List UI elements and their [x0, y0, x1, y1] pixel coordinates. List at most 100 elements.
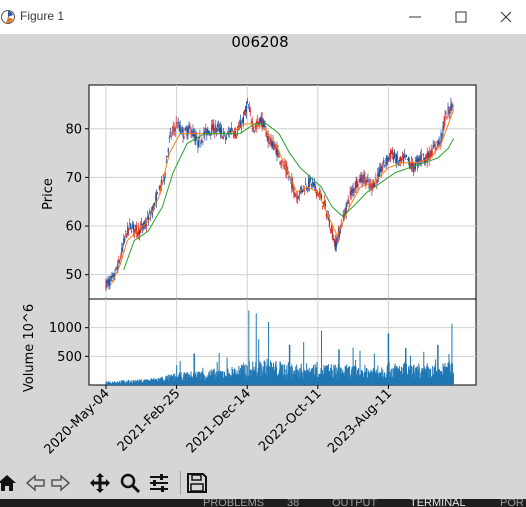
volume-bar — [173, 373, 175, 385]
candle-body — [219, 127, 221, 133]
candle-body — [331, 229, 333, 238]
back-button[interactable] — [22, 470, 50, 496]
candle-body — [288, 176, 290, 177]
candle-body — [187, 127, 189, 135]
candle-body — [254, 125, 256, 129]
candle-body — [181, 127, 183, 129]
volume-bar — [320, 330, 322, 385]
tab-output[interactable]: OUTPUT — [332, 499, 378, 507]
volume-bar — [245, 364, 247, 385]
home-button[interactable] — [0, 470, 22, 496]
volume-bar — [136, 380, 138, 385]
candle-body — [382, 166, 384, 169]
candle-body — [410, 161, 413, 169]
volume-y-label: Volume 10^6 — [22, 304, 37, 392]
volume-bar — [416, 365, 418, 385]
volume-bar — [145, 379, 147, 385]
volume-bar — [270, 360, 272, 385]
candle-body — [430, 149, 432, 156]
candle-body — [394, 151, 396, 158]
volume-bar — [447, 363, 449, 385]
candle-body — [319, 194, 322, 196]
candle-body — [411, 162, 414, 167]
candle-body — [115, 267, 117, 270]
candle-body — [351, 189, 353, 192]
candle-body — [188, 125, 190, 130]
forward-button[interactable] — [48, 470, 76, 496]
tab-ports[interactable]: POR — [500, 499, 524, 507]
candle-body — [202, 141, 204, 142]
candle-body — [198, 136, 200, 147]
save-button[interactable] — [184, 470, 212, 496]
candle-body — [238, 125, 241, 127]
candle-body — [236, 130, 239, 132]
candle-body — [408, 161, 411, 168]
candle-body — [125, 231, 127, 232]
candle-body — [218, 125, 220, 127]
volume-bar — [351, 366, 353, 385]
candle-body — [437, 143, 439, 146]
candle-body — [442, 126, 444, 132]
navigation-toolbar — [0, 467, 526, 499]
volume-bar — [120, 380, 122, 385]
price-y-tick-label: 50 — [65, 268, 82, 283]
candle-body — [155, 194, 158, 205]
tab-problems[interactable]: PROBLEMS — [203, 499, 265, 507]
candle-body — [128, 228, 130, 231]
candle-body — [447, 108, 449, 110]
volume-bar — [229, 373, 231, 385]
candle-body — [418, 158, 420, 162]
candle-body — [341, 225, 343, 227]
candle-body — [302, 189, 304, 192]
candle-body — [336, 237, 338, 242]
candle-body — [371, 185, 373, 190]
candle-body — [308, 178, 310, 188]
candle-body — [266, 136, 268, 138]
candle-body — [191, 134, 193, 135]
candle-body — [369, 184, 371, 188]
candle-body — [279, 161, 281, 163]
subplots-button[interactable] — [146, 470, 174, 496]
candle-body — [170, 135, 172, 137]
candle-body — [150, 211, 153, 213]
candle-body — [428, 152, 430, 161]
candle-body — [136, 225, 138, 234]
candle-body — [335, 241, 337, 248]
volume-bar — [298, 372, 300, 385]
price-axes[interactable]: 50 60 70 80 Price — [41, 84, 477, 300]
candle-body — [349, 192, 351, 194]
candle-body — [354, 186, 356, 189]
volume-bar — [186, 372, 188, 385]
volume-bar — [141, 379, 143, 385]
candle-body — [174, 128, 176, 132]
close-icon — [500, 11, 512, 23]
minimize-button[interactable] — [392, 2, 438, 32]
candle-body — [269, 142, 271, 145]
volume-bar — [168, 374, 170, 385]
candle-body — [234, 128, 237, 137]
candle-body — [164, 173, 166, 175]
close-button[interactable] — [483, 2, 526, 32]
candle-body — [110, 276, 112, 278]
candle-body — [448, 109, 450, 114]
candle-body — [407, 157, 410, 161]
zoom-button[interactable] — [117, 470, 145, 496]
candle-body — [252, 127, 254, 130]
volume-bar — [131, 380, 133, 385]
candle-body — [249, 110, 251, 113]
window-titlebar[interactable]: Figure 1 — [0, 0, 526, 34]
volume-bar — [193, 353, 195, 385]
volume-bar — [427, 366, 429, 385]
candle-body — [230, 127, 233, 131]
volume-bar — [388, 362, 390, 385]
volume-bar — [282, 364, 284, 385]
pan-button[interactable] — [87, 470, 115, 496]
candle-body — [213, 123, 215, 132]
candle-body — [314, 186, 317, 190]
tab-terminal[interactable]: TERMINAL — [410, 499, 466, 507]
candle-body — [205, 128, 207, 131]
candle-body — [175, 122, 177, 124]
maximize-button[interactable] — [438, 2, 484, 32]
candle-body — [121, 247, 123, 253]
